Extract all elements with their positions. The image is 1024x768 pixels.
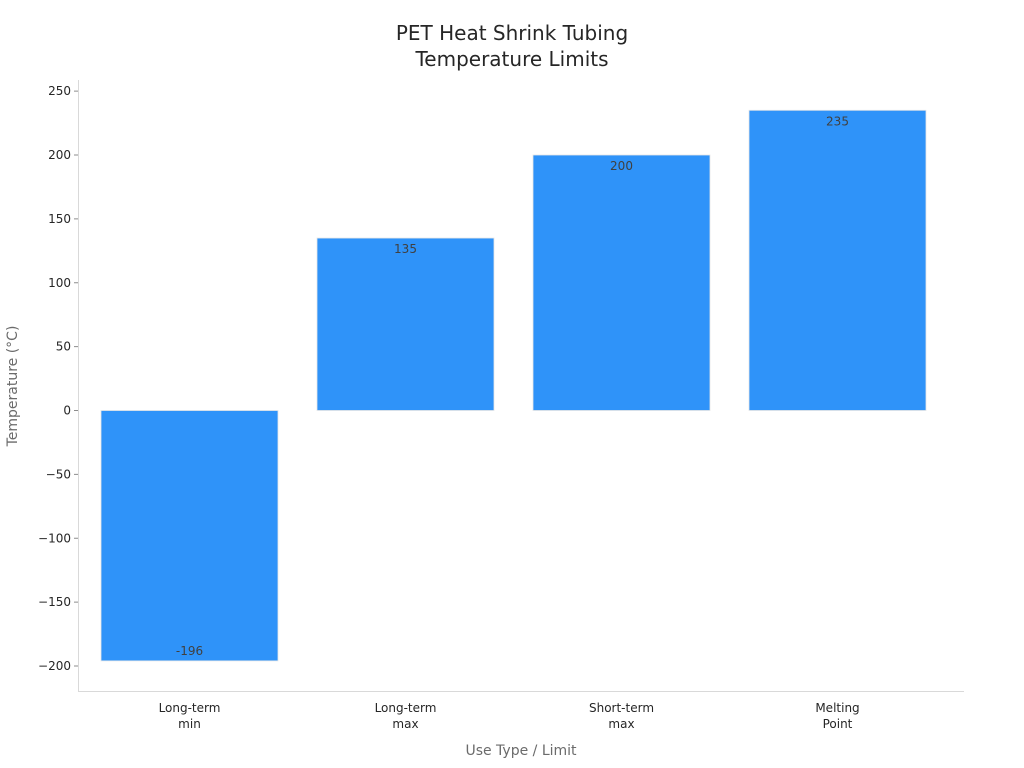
bar [532,154,711,411]
y-axis-ticks: 250 200 150 100 50 0 −50 −100 −150 −200 [38,84,78,673]
y-tick-label: 0 [63,404,71,418]
chart-title-line-2: Temperature Limits [414,47,608,71]
x-axis-category-labels: Long-term min Long-term max Short-term max Mel… [159,701,860,731]
bar [316,237,495,411]
bar-value-label: -196 [176,644,203,658]
x-tick-label: max [608,717,634,731]
x-tick-label: min [178,717,201,731]
y-tick-label: −50 [46,467,71,481]
bars-group [100,109,927,662]
bar [100,410,279,662]
x-tick-label: Short-term [589,701,654,715]
x-tick-label: Long-term [375,701,437,715]
y-tick-label: −200 [38,659,71,673]
x-axis-title: Use Type / Limit [465,743,577,759]
bar [748,109,927,411]
y-tick-label: −100 [38,531,71,545]
bar-value-label: 135 [394,242,417,256]
data-labels-group: -196 135 200 235 [176,114,849,658]
x-tick-label: Melting [815,701,859,715]
y-tick-label: 200 [48,148,71,162]
x-tick-label: max [392,717,418,731]
y-axis-title: Temperature (°C) [5,326,21,448]
y-tick-label: 50 [56,340,71,354]
y-tick-label: −150 [38,595,71,609]
y-tick-label: 100 [48,276,71,290]
x-tick-label: Long-term [159,701,221,715]
y-tick-label: 250 [48,84,71,98]
chart-title-line-1: PET Heat Shrink Tubing [396,21,628,45]
bar-value-label: 235 [826,114,849,128]
y-tick-label: 150 [48,212,71,226]
bar-value-label: 200 [610,159,633,173]
x-tick-label: Point [823,717,853,731]
